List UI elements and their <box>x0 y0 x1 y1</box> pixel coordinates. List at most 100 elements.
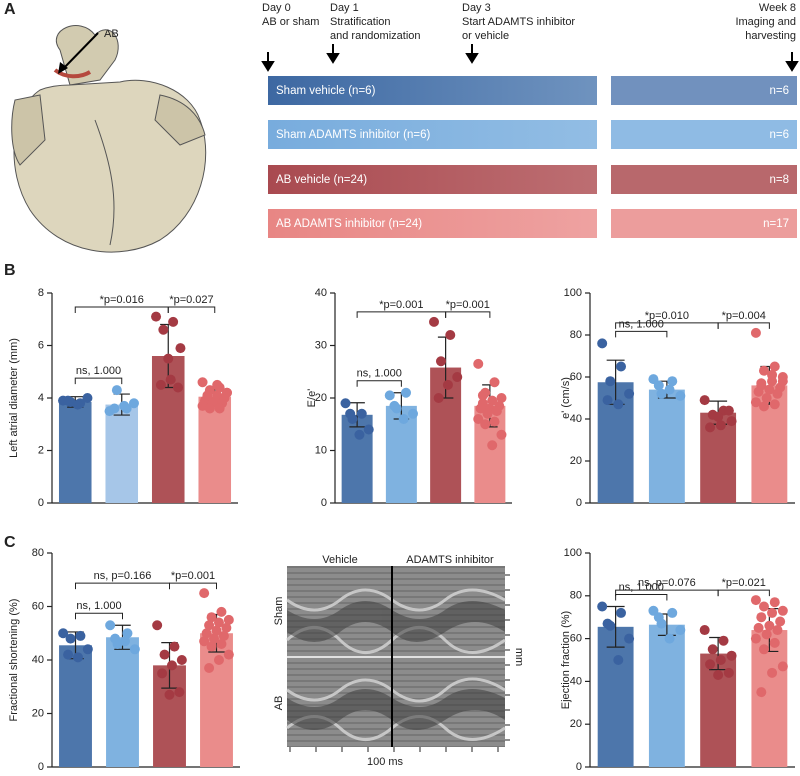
data-point <box>477 390 488 401</box>
significance-bracket <box>356 380 402 387</box>
data-point <box>105 620 116 631</box>
data-point <box>761 393 772 403</box>
data-point <box>758 365 769 376</box>
y-tick-label: 40 <box>570 413 582 425</box>
significance-bracket <box>74 377 123 385</box>
data-point <box>489 377 500 388</box>
data-point <box>389 400 400 411</box>
y-axis-label: e' (cm/s) <box>560 377 572 419</box>
echo-column-label: Vehicle <box>322 554 357 566</box>
data-point <box>699 625 710 636</box>
significance-label: ns, 1.000 <box>619 318 664 330</box>
data-point <box>398 414 409 424</box>
data-point <box>777 376 788 387</box>
data-point <box>758 401 769 412</box>
y-axis-label: Ejection fraction (%) <box>560 611 572 709</box>
group-label: Sham ADAMTS inhibitor (n=6) <box>276 129 431 141</box>
data-point <box>401 387 412 398</box>
data-point <box>761 629 772 640</box>
data-point <box>109 403 120 414</box>
data-point <box>699 395 710 406</box>
y-tick-label: 40 <box>570 675 582 687</box>
y-tick-label: 0 <box>576 761 582 771</box>
event-text: or vehicle <box>462 30 509 42</box>
data-point <box>165 374 176 385</box>
y-axis-label: E/e' <box>306 389 318 408</box>
data-point <box>82 393 93 403</box>
y-tick-label: 0 <box>38 761 44 771</box>
data-point <box>769 361 780 372</box>
data-point <box>613 655 624 665</box>
data-point <box>667 607 678 618</box>
y-tick-label: 2 <box>38 444 44 456</box>
y-tick-label: 6 <box>38 339 44 351</box>
y-axis-label: Left atrial diameter (mm) <box>8 338 20 458</box>
data-point <box>128 398 139 409</box>
significance-label: ns, 1.000 <box>76 365 121 377</box>
data-point <box>756 378 767 389</box>
data-point <box>664 633 675 644</box>
group-bar <box>611 165 797 194</box>
significance-label: *p=0.016 <box>100 294 144 306</box>
data-point <box>75 630 86 641</box>
data-point <box>151 311 162 322</box>
y-tick-label: 60 <box>570 633 582 645</box>
group-final-n: n=6 <box>769 129 789 141</box>
data-point <box>209 633 220 644</box>
bar <box>597 626 634 767</box>
data-point <box>653 380 664 391</box>
arrow <box>61 32 99 71</box>
y-tick-label: 40 <box>315 287 327 299</box>
significance-bracket <box>615 330 668 338</box>
panel-label: C <box>4 534 16 551</box>
bar <box>648 389 685 503</box>
group-final-n: n=17 <box>763 218 789 230</box>
data-point <box>480 419 491 430</box>
data-point <box>624 388 635 399</box>
significance-bracket <box>356 311 447 318</box>
data-point <box>218 630 229 641</box>
data-point <box>756 687 767 698</box>
error-bar <box>606 605 625 648</box>
significance-bracket <box>75 582 170 590</box>
bar <box>751 630 788 767</box>
data-point <box>155 379 166 390</box>
group-final-n: n=8 <box>769 174 789 186</box>
data-point <box>613 399 624 410</box>
heart-illustration <box>11 25 207 253</box>
data-point <box>758 601 769 612</box>
group-bar <box>268 209 597 238</box>
data-point <box>119 400 130 411</box>
data-point <box>221 387 232 398</box>
data-point <box>429 316 440 327</box>
significance-bracket <box>169 582 217 590</box>
y-tick-label: 8 <box>38 287 44 299</box>
data-point <box>435 356 446 367</box>
data-point <box>384 390 395 401</box>
data-point <box>173 382 184 393</box>
echo-scale-bar: 100 ms <box>367 756 404 768</box>
bar <box>105 404 139 503</box>
data-point <box>723 405 734 416</box>
y-tick-label: 80 <box>570 590 582 602</box>
data-point <box>616 361 627 372</box>
data-point <box>767 369 778 380</box>
data-point <box>750 595 761 606</box>
data-point <box>772 625 783 636</box>
panel-label: B <box>4 262 16 279</box>
y-tick-label: 80 <box>570 329 582 341</box>
group-final-n: n=6 <box>769 85 789 97</box>
data-point <box>777 661 788 672</box>
data-point <box>58 628 69 639</box>
y-tick-label: 10 <box>315 444 327 456</box>
group-label: AB vehicle (n=24) <box>276 174 367 186</box>
echo-column-label: ADAMTS inhibitor <box>406 554 494 566</box>
data-point <box>713 411 724 422</box>
y-tick-label: 40 <box>32 654 44 666</box>
group-bar <box>268 165 597 194</box>
data-point <box>715 420 726 431</box>
event-day: Day 0 <box>262 2 291 14</box>
data-point <box>176 655 187 665</box>
y-tick-label: 30 <box>315 339 327 351</box>
data-point <box>164 689 175 700</box>
